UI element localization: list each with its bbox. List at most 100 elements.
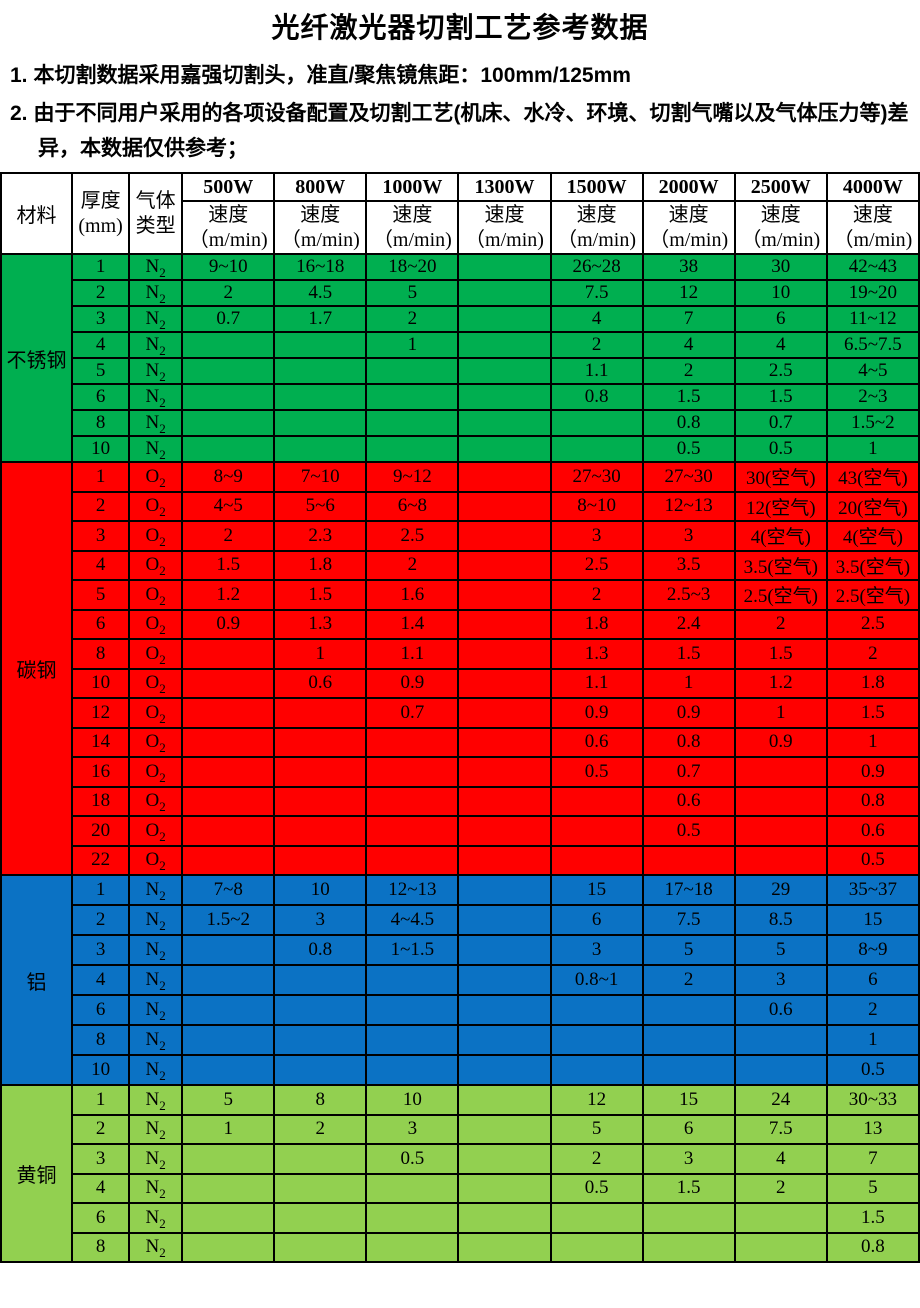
speed-cell: 2.5 <box>825 608 920 640</box>
gas-subscript: 2 <box>159 1186 166 1202</box>
thickness-cell: 1 <box>71 461 131 493</box>
gas-subscript: 2 <box>159 290 166 306</box>
speed-cell: 3 <box>641 1143 736 1175</box>
speed-cell <box>181 1024 276 1056</box>
speed-cell: 0.5 <box>825 1054 920 1086</box>
gas-subscript: 2 <box>159 1245 166 1261</box>
speed-cell <box>273 1172 368 1204</box>
speed-cell: 0.5 <box>549 1172 644 1204</box>
header-speed-label: 速度 （m/min) <box>733 200 828 255</box>
gas-symbol: O <box>145 642 160 664</box>
speed-cell <box>181 1202 276 1234</box>
gas-subscript: 2 <box>159 420 166 436</box>
gas-cell: N2 <box>128 435 184 463</box>
speed-cell <box>273 1054 368 1086</box>
thickness-cell: 5 <box>71 357 131 385</box>
material-cell: 不锈钢 <box>0 253 74 463</box>
speed-cell: 7~10 <box>273 461 368 493</box>
data-row: 黄铜 1 N2 5 8 10 12 15 24 30~33 <box>0 1084 920 1263</box>
gas-cell: O2 <box>128 608 184 640</box>
speed-cell <box>641 844 736 876</box>
speed-cell: 3 <box>733 964 828 996</box>
speed-cell: 29 <box>733 874 828 906</box>
speed-cell: 10 <box>733 279 828 307</box>
header-line: 厚度 <box>80 189 121 212</box>
gas-symbol: N <box>145 308 160 329</box>
speed-cell: 4(空气) <box>825 520 920 552</box>
gas-subscript: 2 <box>159 917 166 933</box>
speed-cell <box>733 815 828 847</box>
speed-cell: 8~9 <box>181 461 276 493</box>
header-power-4000w: 4000W <box>825 172 920 202</box>
speed-cell <box>365 844 460 876</box>
speed-cell: 0.5 <box>733 435 828 463</box>
gas-cell: O2 <box>128 549 184 581</box>
gas-cell: O2 <box>128 756 184 788</box>
header-power-2500w: 2500W <box>733 172 828 202</box>
speed-cell: 7.5 <box>733 1113 828 1145</box>
gas-symbol: N <box>145 1118 160 1140</box>
data-row: 14 O2 0.6 0.8 0.9 1 <box>1 726 920 758</box>
gas-subscript: 2 <box>159 651 166 667</box>
header-row-speed: 速度 （m/min) 速度 （m/min) 速度 （m/min) 速度 （m/min) 速度 （m… <box>1 200 920 255</box>
speed-cell: 1.2 <box>181 579 276 611</box>
speed-cell: 1.6 <box>365 579 460 611</box>
speed-cell <box>641 1024 736 1056</box>
header-line: 类型 <box>135 214 176 237</box>
speed-cell <box>365 435 460 463</box>
gas-cell: O2 <box>128 844 184 876</box>
gas-subscript: 2 <box>159 858 166 874</box>
speed-cell: 0.7 <box>733 409 828 437</box>
speed-cell <box>365 383 460 411</box>
data-row: 6 N2 0.6 2 <box>1 994 920 1026</box>
speed-cell: 1.8 <box>273 549 368 581</box>
gas-symbol: O <box>145 849 160 871</box>
gas-symbol: N <box>145 1088 160 1110</box>
speed-cell: 0.6 <box>641 785 736 817</box>
speed-cell: 6 <box>825 964 920 996</box>
header-speed-label: 速度 （m/min) <box>181 200 276 255</box>
speed-cell <box>365 964 460 996</box>
speed-cell: 2.5 <box>365 520 460 552</box>
speed-cell <box>457 785 552 817</box>
speed-cell <box>181 409 276 437</box>
speed-cell <box>457 520 552 552</box>
gas-subscript: 2 <box>159 799 166 815</box>
speed-cell <box>273 1231 368 1263</box>
speed-cell <box>181 435 276 463</box>
speed-cell <box>549 1054 644 1086</box>
speed-cell <box>365 1024 460 1056</box>
data-row: 3 O2 2 2.3 2.5 3 3 4(空气) 4(空气) <box>1 520 920 552</box>
gas-cell: N2 <box>128 1113 184 1145</box>
gas-subscript: 2 <box>159 740 166 756</box>
thickness-cell: 3 <box>71 305 131 333</box>
header-speed-label: 速度 （m/min) <box>365 200 460 255</box>
gas-subscript: 2 <box>159 887 166 903</box>
speed-cell <box>181 994 276 1026</box>
header-row-powers: 材料 厚度 (mm) 气体 类型 500W 800W 1000W 1300W 1500W 2000W… <box>0 172 920 255</box>
speed-cell: 1.3 <box>273 608 368 640</box>
gas-cell: N2 <box>128 904 184 936</box>
thickness-cell: 2 <box>71 904 131 936</box>
speed-cell: 1 <box>825 726 920 758</box>
header-power-1000w: 1000W <box>365 172 460 202</box>
speed-cell: 5 <box>825 1172 920 1204</box>
speed-cell: 1.7 <box>273 305 368 333</box>
thickness-cell: 18 <box>71 785 131 817</box>
data-row: 8 N2 0.8 0.7 1.5~2 <box>1 409 920 437</box>
data-row: 4 N2 0.5 1.5 2 5 <box>1 1172 920 1204</box>
speed-cell <box>457 844 552 876</box>
speed-cell: 1.5 <box>181 549 276 581</box>
speed-cell: 7.5 <box>641 904 736 936</box>
header-speed-label: 速度 （m/min) <box>457 200 552 255</box>
speed-cell <box>549 815 644 847</box>
speed-cell: 16~18 <box>273 253 368 281</box>
speed-cell: 1 <box>181 1113 276 1145</box>
gas-cell: O2 <box>128 461 184 493</box>
speed-cell <box>457 608 552 640</box>
header-power-800w: 800W <box>273 172 368 202</box>
speed-cell: 5 <box>181 1084 276 1116</box>
data-row: 4 N2 0.8~1 2 3 6 <box>1 964 920 996</box>
data-row: 6 N2 1.5 <box>1 1202 920 1234</box>
gas-symbol: O <box>145 701 160 723</box>
